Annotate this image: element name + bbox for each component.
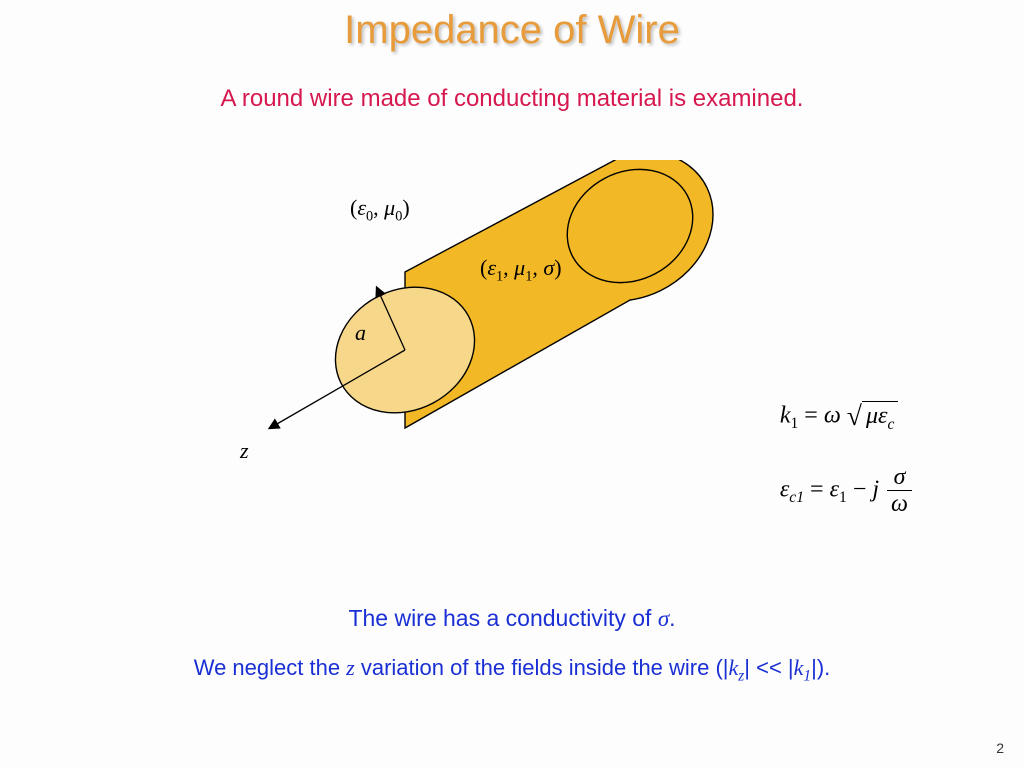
footer-line-2: We neglect the z variation of the fields…: [0, 655, 1024, 685]
slide-subtitle: A round wire made of conducting material…: [0, 85, 1024, 113]
slide-number: 2: [996, 740, 1004, 756]
slide-title: Impedance of Wire: [0, 8, 1024, 53]
inner-medium-label: (ε1, μ1, σ): [480, 255, 562, 285]
footer-line-1: The wire has a conductivity of σ.: [0, 605, 1024, 632]
equation-ec1: εc1 = ε1 − j σω: [780, 464, 914, 518]
equation-k1: k1 = ω √μεc: [780, 400, 914, 434]
radius-label: a: [355, 320, 366, 346]
equations-block: k1 = ω √μεc εc1 = ε1 − j σω: [780, 400, 914, 548]
cylinder-svg: [200, 160, 760, 500]
z-axis-label: z: [240, 438, 249, 464]
wire-diagram: (ε0, μ0) (ε1, μ1, σ) a z: [200, 160, 760, 500]
outer-medium-label: (ε0, μ0): [350, 195, 410, 225]
